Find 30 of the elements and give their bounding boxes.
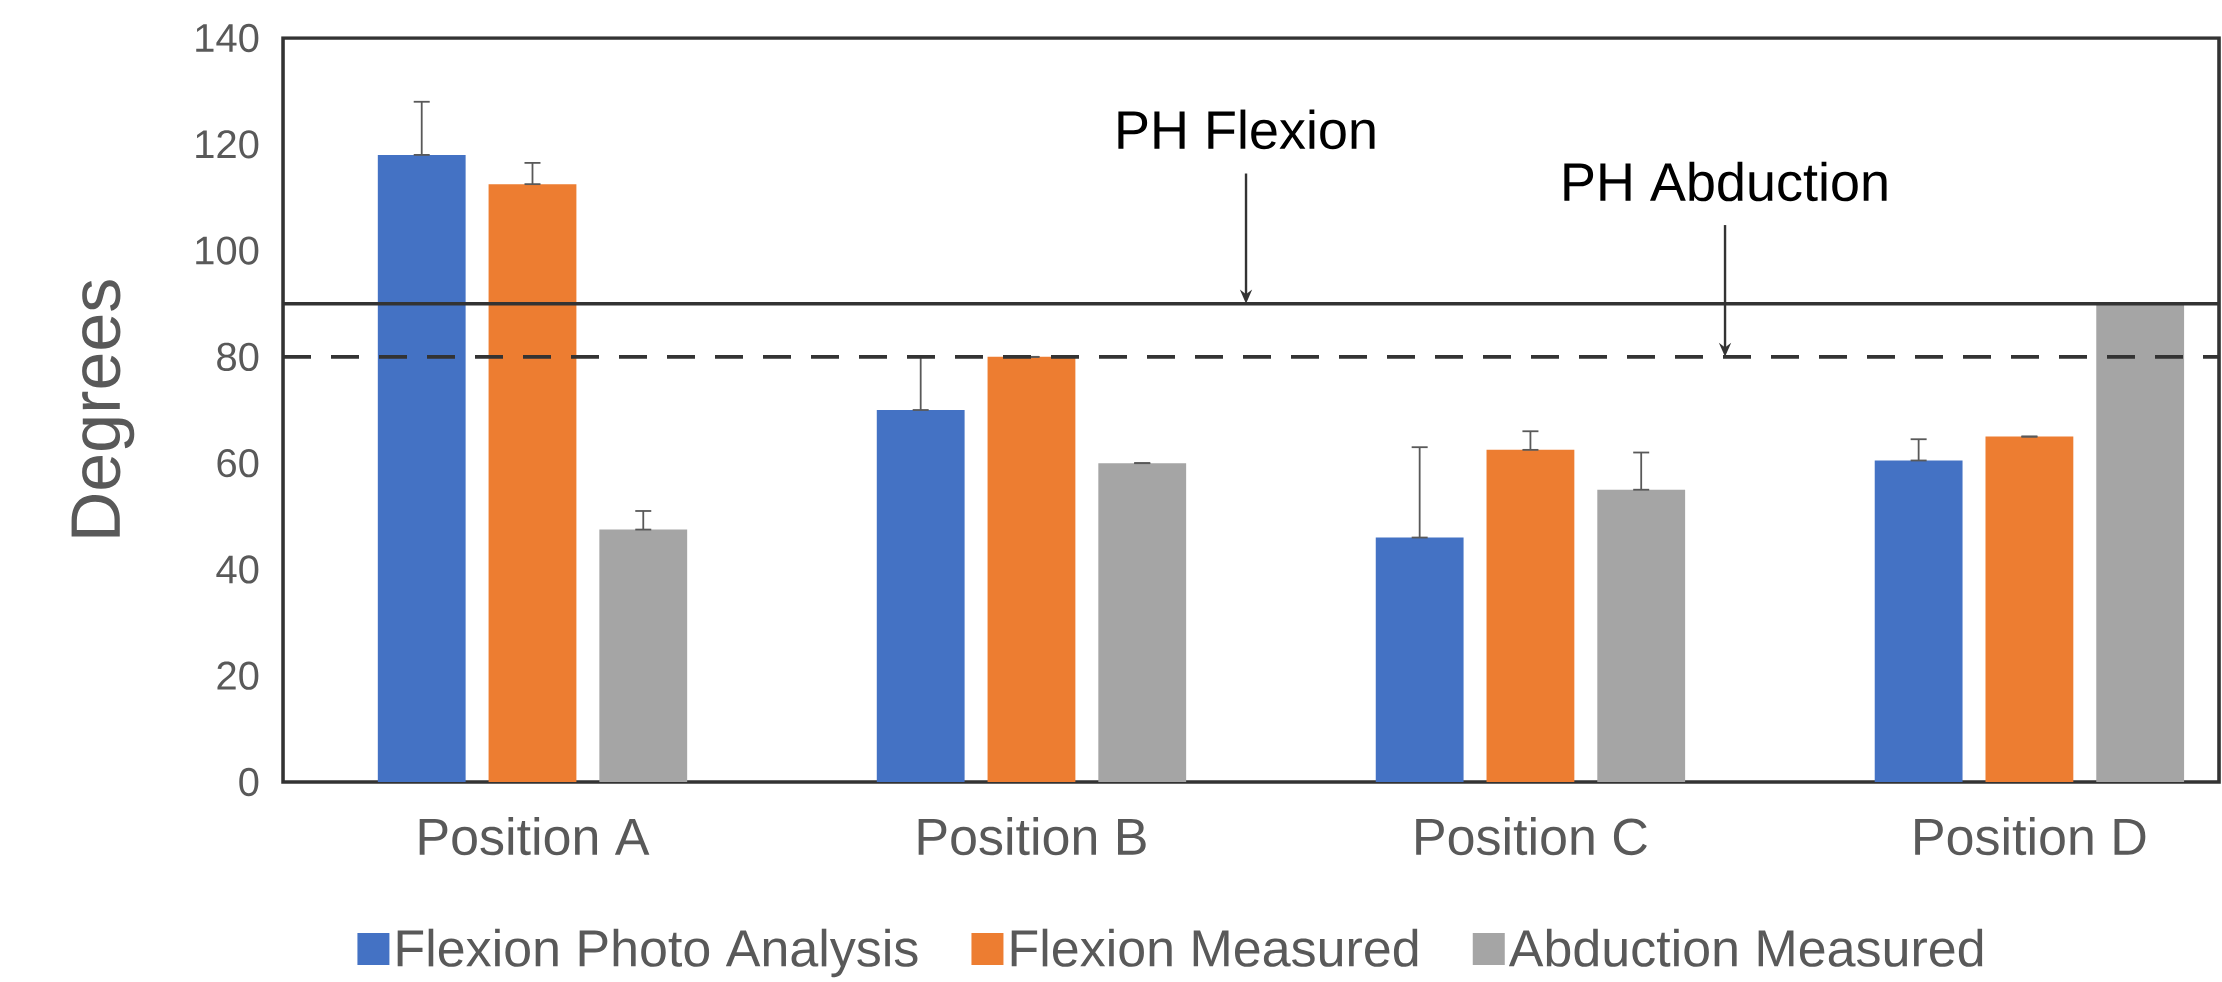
y-axis-title: Degrees — [71, 280, 135, 537]
bar — [1985, 436, 2074, 782]
bar — [377, 154, 466, 782]
bar — [2096, 303, 2185, 782]
bar — [1375, 537, 1464, 782]
y-tick-label: 140 — [196, 23, 259, 53]
bar — [488, 184, 577, 782]
y-tick-label: 60 — [217, 449, 259, 478]
legend-label: Flexion Photo Analysis — [397, 928, 918, 978]
y-tick-label: 0 — [239, 767, 259, 797]
y-tick-label: 80 — [217, 342, 259, 371]
x-tick-label: Position B — [918, 817, 1146, 856]
ref-line-label: PH Abduction — [1564, 161, 1887, 202]
y-tick-label: 120 — [196, 130, 259, 159]
bar — [1486, 449, 1575, 782]
ref-line-label: PH Flexion — [1118, 109, 1375, 150]
x-tick-label: Position D — [1915, 817, 2146, 856]
x-tick-label: Position A — [419, 817, 650, 856]
bar — [1874, 460, 1963, 782]
legend-label: Flexion Measured — [1011, 928, 1418, 967]
bar — [987, 356, 1076, 782]
bar — [1597, 489, 1686, 782]
x-tick-label: Position C — [1416, 817, 1647, 856]
y-tick-label: 100 — [196, 236, 259, 265]
bar — [1098, 463, 1187, 782]
bar — [876, 410, 965, 782]
y-tick-label: 40 — [216, 555, 259, 584]
legend-label: Abduction Measured — [1508, 928, 1983, 967]
y-tick-label: 20 — [217, 661, 259, 690]
bar — [599, 529, 688, 782]
